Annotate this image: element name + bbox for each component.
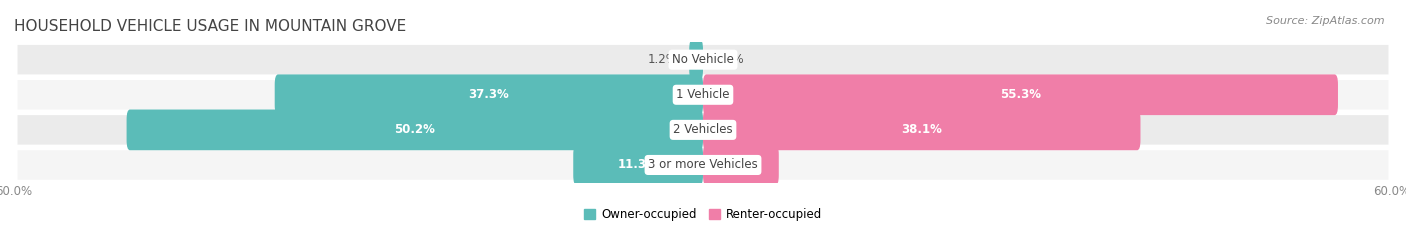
Text: 11.3%: 11.3%: [617, 158, 658, 172]
FancyBboxPatch shape: [574, 145, 703, 185]
Text: 0.0%: 0.0%: [714, 53, 744, 66]
FancyBboxPatch shape: [274, 74, 703, 115]
FancyBboxPatch shape: [17, 150, 1389, 180]
Text: 38.1%: 38.1%: [901, 123, 942, 136]
Text: 2 Vehicles: 2 Vehicles: [673, 123, 733, 136]
Text: 37.3%: 37.3%: [468, 88, 509, 101]
Text: 1.2%: 1.2%: [648, 53, 678, 66]
FancyBboxPatch shape: [17, 45, 1389, 74]
Text: No Vehicle: No Vehicle: [672, 53, 734, 66]
FancyBboxPatch shape: [689, 39, 703, 80]
Text: 55.3%: 55.3%: [1000, 88, 1040, 101]
FancyBboxPatch shape: [127, 110, 703, 150]
Text: 50.2%: 50.2%: [394, 123, 436, 136]
Text: 1 Vehicle: 1 Vehicle: [676, 88, 730, 101]
FancyBboxPatch shape: [17, 80, 1389, 110]
Text: 3 or more Vehicles: 3 or more Vehicles: [648, 158, 758, 172]
Text: 6.6%: 6.6%: [724, 158, 758, 172]
FancyBboxPatch shape: [703, 145, 779, 185]
Text: Source: ZipAtlas.com: Source: ZipAtlas.com: [1267, 16, 1385, 26]
Legend: Owner-occupied, Renter-occupied: Owner-occupied, Renter-occupied: [579, 203, 827, 226]
Text: HOUSEHOLD VEHICLE USAGE IN MOUNTAIN GROVE: HOUSEHOLD VEHICLE USAGE IN MOUNTAIN GROV…: [14, 19, 406, 34]
FancyBboxPatch shape: [703, 110, 1140, 150]
FancyBboxPatch shape: [703, 74, 1339, 115]
FancyBboxPatch shape: [17, 115, 1389, 145]
